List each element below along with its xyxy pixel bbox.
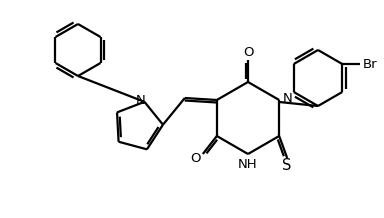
- Text: NH: NH: [238, 157, 258, 170]
- Text: Br: Br: [363, 58, 377, 70]
- Text: N: N: [136, 94, 146, 107]
- Text: N: N: [282, 92, 292, 104]
- Text: O: O: [243, 46, 253, 60]
- Text: O: O: [190, 153, 201, 165]
- Text: S: S: [283, 158, 292, 174]
